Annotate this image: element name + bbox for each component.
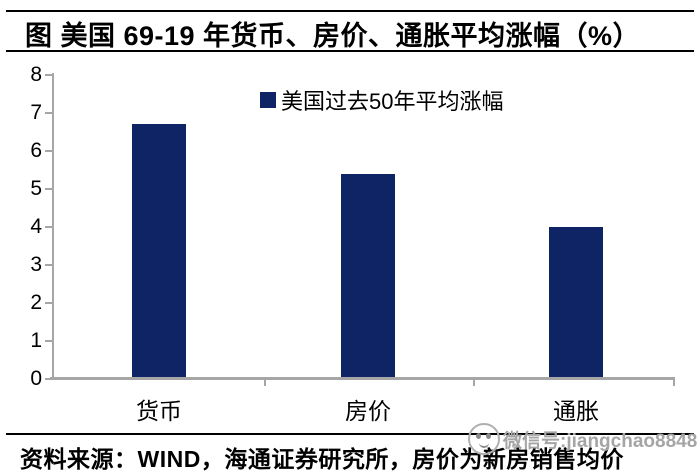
- source-note: 资料来源：WIND，海通证券研究所，房价为新房销售均价: [20, 446, 624, 472]
- bar-通胀: [549, 227, 603, 379]
- x-axis-tick: [673, 378, 675, 386]
- x-axis-line: [50, 377, 675, 380]
- legend-swatch: [260, 92, 276, 108]
- wechat-smiley-icon: [468, 423, 500, 455]
- x-axis-label-房价: 房价: [345, 398, 391, 424]
- watermark: 微信号:jiangchao8848: [468, 423, 697, 455]
- chart-legend: 美国过去50年平均涨幅: [260, 84, 503, 116]
- y-axis-tick: [45, 264, 52, 266]
- y-axis-tick-label: 1: [30, 329, 42, 352]
- bottom-divider: [6, 433, 694, 435]
- y-axis-tick: [45, 74, 52, 76]
- y-axis-tick-label: 3: [30, 253, 42, 276]
- y-axis-tick-label: 4: [30, 215, 42, 238]
- bar-货币: [132, 124, 186, 379]
- x-axis-tick: [264, 378, 266, 386]
- y-axis-tick: [45, 340, 52, 342]
- x-axis-tick: [473, 378, 475, 386]
- x-axis-label-通胀: 通胀: [553, 398, 599, 424]
- y-axis-tick-label: 0: [30, 367, 42, 390]
- legend-label: 美国过去50年平均涨幅: [281, 89, 504, 114]
- y-axis-line: [52, 73, 54, 379]
- chart-title: 图 美国 69-19 年货币、房价、通胀平均涨幅（%）: [25, 21, 641, 51]
- y-axis-tick: [45, 150, 52, 152]
- title-divider: [6, 50, 694, 52]
- y-axis-tick: [45, 112, 52, 114]
- y-axis-tick: [45, 226, 52, 228]
- y-axis-tick: [45, 302, 52, 304]
- x-axis-label-货币: 货币: [136, 398, 182, 424]
- y-axis-tick-label: 7: [30, 101, 42, 124]
- top-divider: [6, 10, 694, 12]
- y-axis-tick-label: 8: [30, 63, 42, 86]
- watermark-text: 微信号:jiangchao8848: [503, 431, 698, 452]
- y-axis-tick-label: 2: [30, 291, 42, 314]
- y-axis-tick: [45, 188, 52, 190]
- y-axis-tick-label: 5: [30, 177, 42, 200]
- y-axis-tick-label: 6: [30, 139, 42, 162]
- y-axis-tick: [45, 378, 52, 380]
- bar-房价: [341, 173, 395, 379]
